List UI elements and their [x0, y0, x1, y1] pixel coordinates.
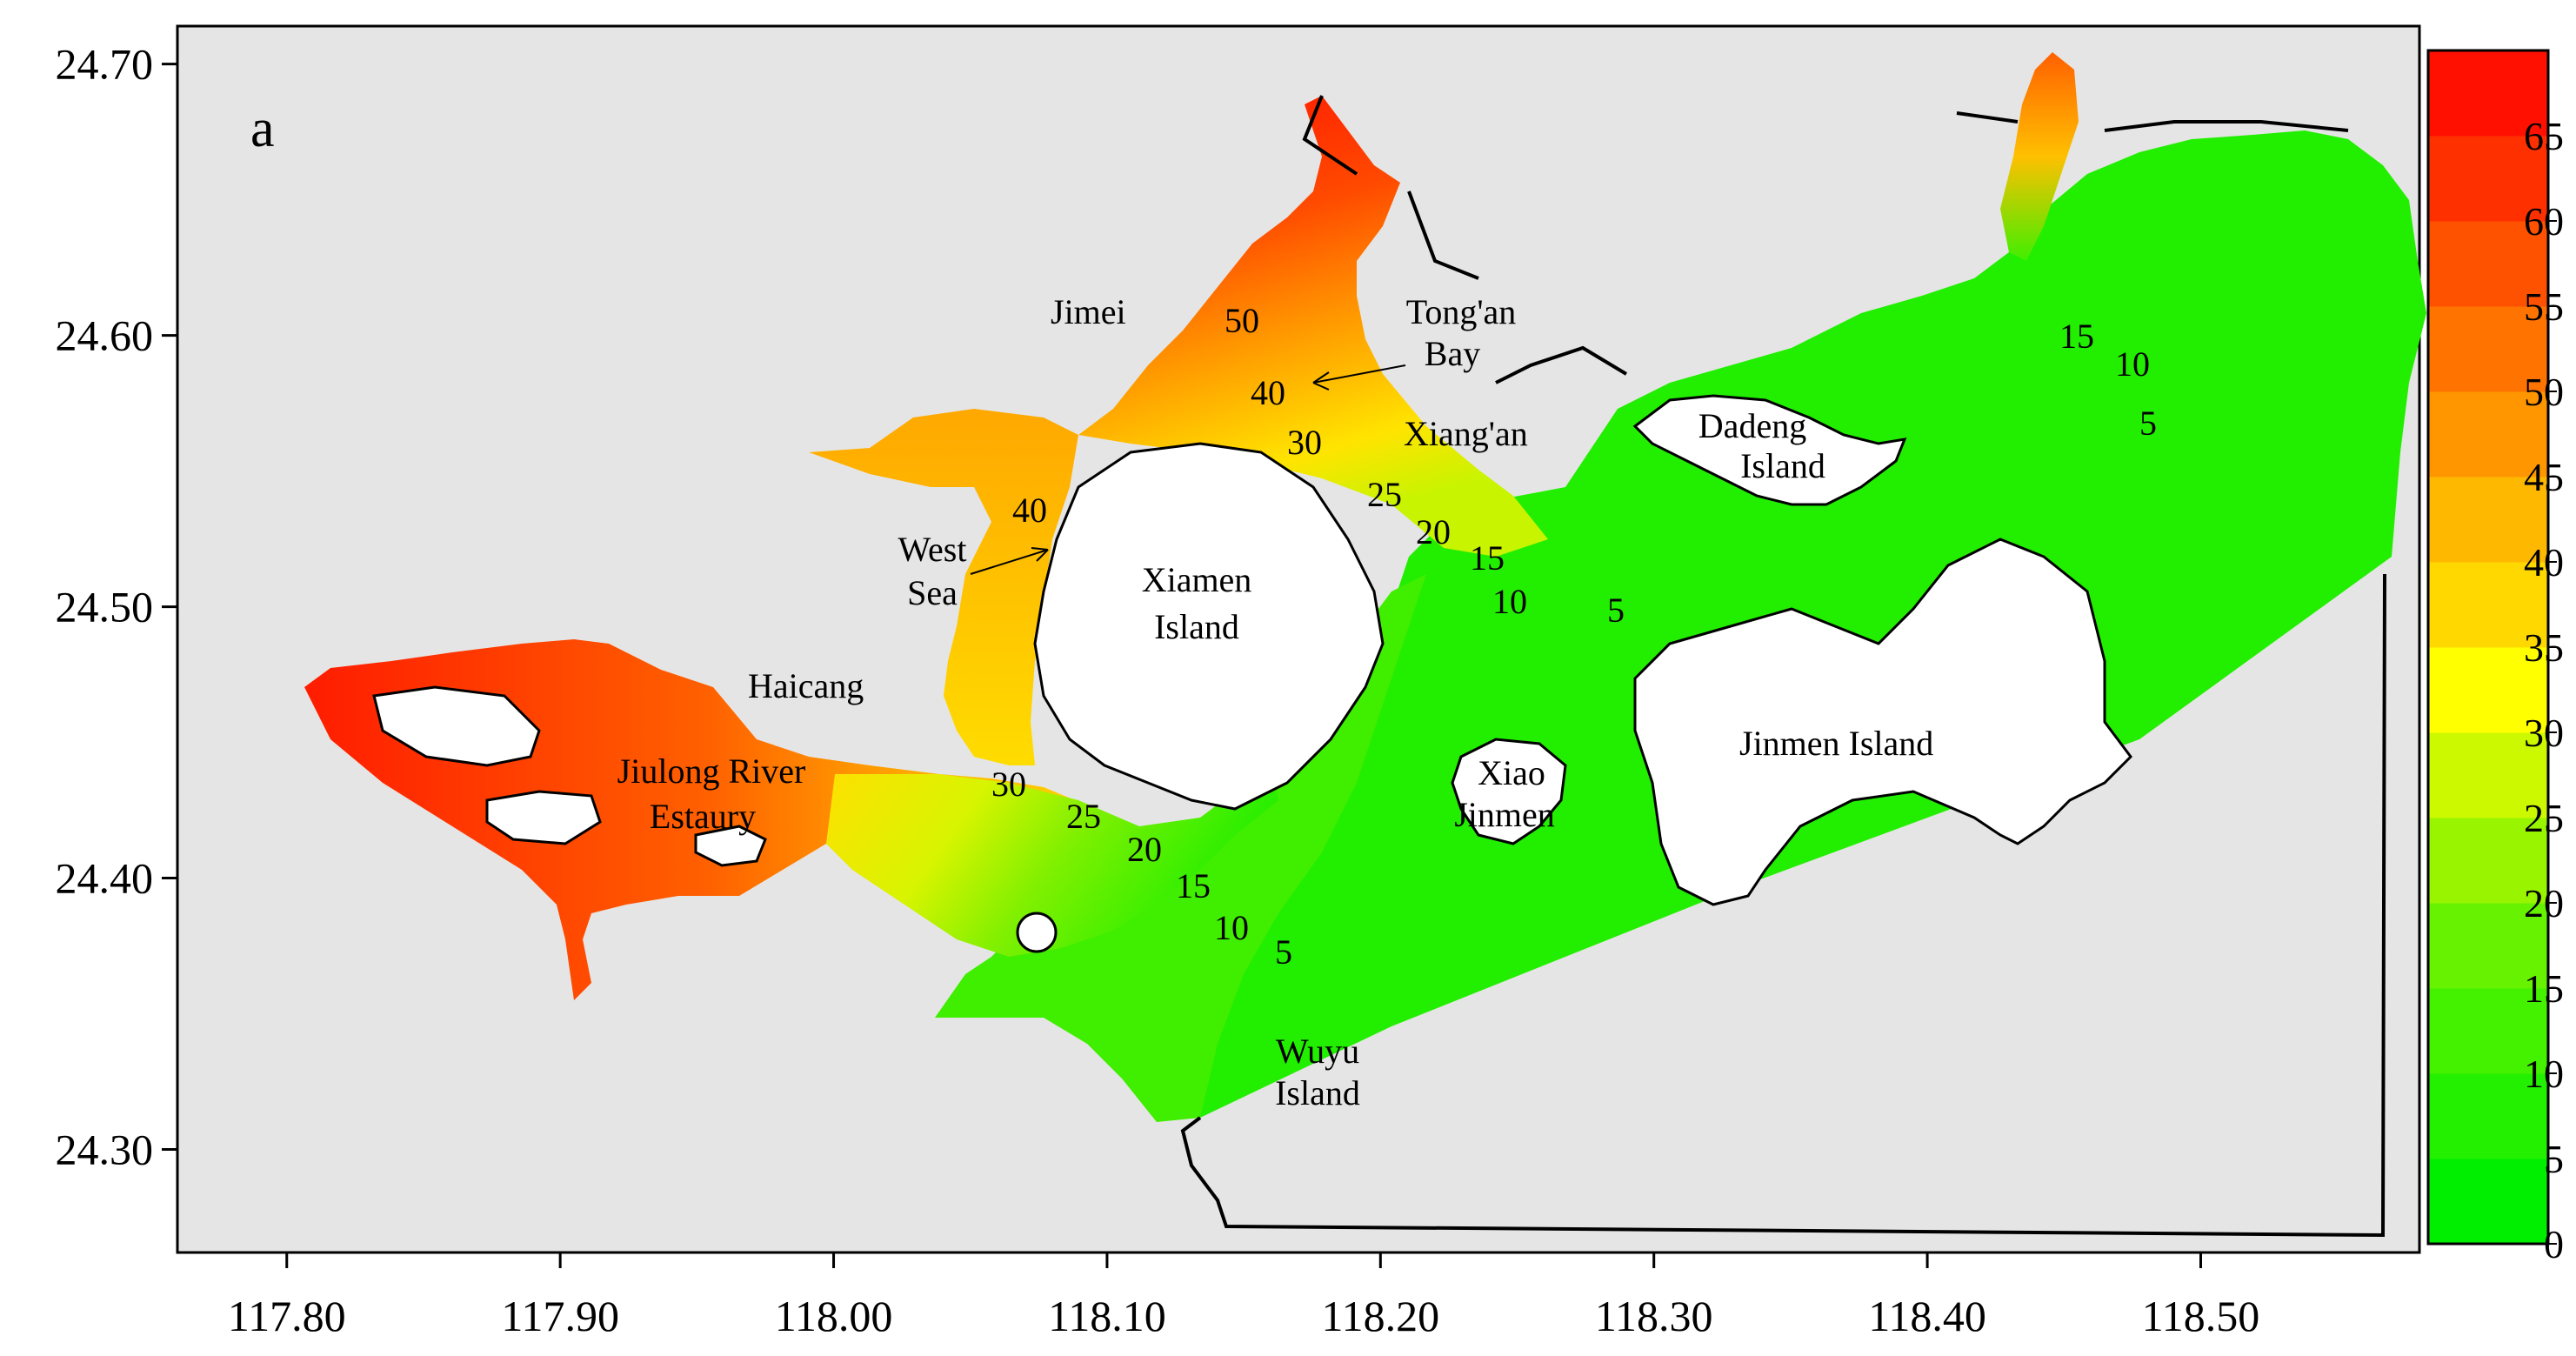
colorbar-label: 5 [2544, 1137, 2564, 1181]
colorbar-swatch [2428, 562, 2548, 648]
place-labels: Jimei Tong'an Bay Xiang'an Dadeng Island W… [617, 292, 1934, 1112]
colorbar-swatch [2428, 391, 2548, 478]
colorbar-swatch [2428, 818, 2548, 904]
place-label-jimei: Jimei [1051, 292, 1126, 331]
contour-label: 25 [1066, 797, 1101, 836]
colorbar-swatch [2428, 732, 2548, 818]
colorbar-label: 30 [2524, 711, 2564, 755]
contour-label: 50 [1225, 301, 1259, 340]
place-label-jiulong-river-estuary: Jiulong River Estaury [617, 751, 806, 836]
place-label-xiangan: Xiang'an [1404, 414, 1528, 453]
contour-label: 15 [1470, 538, 1505, 578]
contour-label: 30 [991, 765, 1026, 804]
colorbar-label: 25 [2524, 796, 2564, 840]
contour-label: 10 [1214, 908, 1249, 947]
water-west-sea [809, 409, 1078, 765]
contour-label: 5 [1607, 591, 1625, 630]
colorbar-swatch [2428, 136, 2548, 222]
colorbar-swatch [2428, 221, 2548, 307]
leader-arrows [970, 364, 1406, 575]
contour-label: 25 [1367, 475, 1402, 514]
place-label-jinmen-island: Jinmen Island [1739, 724, 1933, 763]
panel-letter: a [250, 99, 275, 158]
water-north-inlet [2000, 52, 2079, 261]
place-label-west-sea: West Sea [898, 530, 967, 612]
jiulong-inner-island-1 [372, 685, 541, 767]
contour-label: 40 [1012, 491, 1047, 530]
colorbar-swatch [2428, 306, 2548, 392]
contour-label: 20 [1127, 830, 1162, 869]
colorbar-label: 50 [2524, 370, 2564, 414]
contour-label: 10 [2115, 344, 2150, 384]
place-label-haicang: Haicang [748, 666, 864, 705]
colorbar-label: 35 [2524, 625, 2564, 670]
x-tick-label: 117.90 [501, 1292, 619, 1340]
water-tongan-bay [1078, 96, 1548, 557]
xiao-jinmen-shape [1451, 738, 1567, 845]
contour-label: 15 [1176, 866, 1211, 905]
contour-label: 15 [2059, 317, 2094, 356]
north-coastline [1302, 95, 2349, 384]
place-label-tongan-bay: Tong'an Bay [1406, 292, 1517, 373]
contour-label: 40 [1251, 373, 1285, 412]
colorbar-label: 20 [2524, 881, 2564, 925]
contour-label: 30 [1287, 423, 1322, 462]
y-tick-label: 24.50 [56, 583, 154, 631]
jiulong-inner-island-2 [485, 790, 602, 845]
y-axis: 24.70 24.60 24.50 24.40 24.30 [56, 26, 179, 1252]
place-label-xiao-jinmen: Xiao Jinmen [1454, 753, 1555, 834]
place-label-dadeng-island: Dadeng Island [1698, 406, 1825, 485]
contour-labels: 50 40 30 25 20 15 10 40 30 25 20 15 10 5… [991, 301, 2157, 972]
contour-label: 20 [1416, 512, 1451, 551]
jiulong-inner-island-3 [694, 825, 767, 867]
colorbar-label: 45 [2524, 455, 2564, 499]
x-tick-label: 118.50 [2142, 1292, 2260, 1340]
colorbar-label: 10 [2524, 1052, 2564, 1096]
colorbar-swatch [2428, 1159, 2548, 1245]
colorbar-label: 65 [2524, 114, 2564, 158]
x-tick-label: 118.20 [1321, 1292, 1439, 1340]
y-tick-label: 24.40 [56, 854, 154, 903]
colorbar-swatch [2428, 903, 2548, 989]
contour-label: 5 [1275, 932, 1292, 972]
place-label-wuyu-island: Wuyu Island [1275, 1032, 1360, 1112]
water-mid-channel [826, 765, 1278, 957]
colorbar-label: 0 [2544, 1222, 2564, 1266]
contour-label: 5 [2139, 404, 2157, 443]
colorbar-swatch [2428, 988, 2548, 1074]
colorbar-swatch [2428, 1073, 2548, 1159]
x-tick-label: 118.40 [1868, 1292, 1986, 1340]
contour-label: 10 [1492, 582, 1527, 621]
colorbar-label: 60 [2524, 199, 2564, 244]
xiamen-island-shape [1033, 442, 1385, 811]
x-tick-label: 118.00 [775, 1292, 893, 1340]
x-axis: 117.80 117.90 118.00 118.10 118.20 118.30 118.… [177, 1251, 2419, 1340]
colorbar-swatch [2428, 647, 2548, 733]
colorbar-label: 55 [2524, 284, 2564, 329]
jinmen-island-shape [1633, 538, 2132, 906]
colorbar-swatch [2428, 50, 2548, 137]
y-tick-label: 24.60 [56, 311, 154, 360]
x-tick-label: 117.80 [228, 1292, 346, 1340]
place-label-xiamen-island: Xiamen Island [1142, 560, 1252, 646]
dadeng-island-shape [1632, 394, 1907, 506]
colorbar-label: 15 [2524, 966, 2564, 1011]
small-island-south [1016, 912, 1058, 953]
x-tick-label: 118.10 [1048, 1292, 1166, 1340]
x-tick-label: 118.30 [1595, 1292, 1713, 1340]
south-coastline [1180, 573, 2386, 1238]
y-tick-label: 24.70 [56, 40, 154, 89]
colorbar-swatch [2428, 477, 2548, 563]
y-tick-label: 24.30 [56, 1125, 154, 1173]
colorbar-label: 40 [2524, 540, 2564, 584]
